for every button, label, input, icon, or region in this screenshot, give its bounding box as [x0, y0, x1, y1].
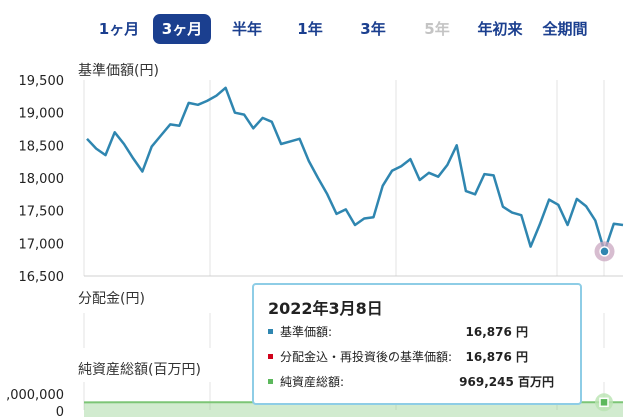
price-y-tick-label: 19,500	[19, 74, 65, 89]
tab-1-year[interactable]: 1年	[297, 20, 323, 38]
period-tabs: 1ヶ月 3ヶ月 半年 1年 3年 5年 年初来 全期間	[0, 14, 640, 44]
assets-highlight-point	[599, 397, 609, 408]
tab-3-years[interactable]: 3年	[360, 20, 386, 38]
dividend-chart-title: 分配金(円)	[78, 291, 145, 307]
price-chart-title: 基準価額(円)	[78, 63, 159, 79]
tab-year-to-date[interactable]: 年初来	[477, 20, 523, 38]
tooltip-value: 969,245 百万円	[459, 375, 554, 389]
tab-3-months[interactable]: 3ヶ月	[153, 14, 211, 44]
assets-legend-dot	[268, 379, 273, 384]
tab-all-time[interactable]: 全期間	[542, 20, 588, 38]
data-tooltip: 2022年3月8日 基準価額: 16,876 円 分配金込・再投資後の基準価額:…	[252, 283, 582, 405]
assets-chart-title: 純資産総額(百万円)	[78, 362, 201, 378]
assets-y-axis: ,000,000 0	[6, 388, 64, 417]
tooltip-label: 純資産総額:	[280, 375, 345, 389]
price-y-tick-label: 17,500	[19, 205, 65, 220]
tooltip-date: 2022年3月8日	[268, 299, 383, 318]
price-legend-dot	[268, 329, 273, 334]
tab-1-month[interactable]: 1ヶ月	[98, 20, 140, 38]
price-grid	[83, 80, 623, 277]
tooltip-value: 16,876 円	[465, 325, 529, 339]
price-series-line	[86, 86, 624, 253]
price-y-tick-label: 17,000	[19, 237, 65, 252]
price-y-tick-label: 16,500	[19, 270, 65, 285]
tooltip-label: 基準価額:	[280, 325, 333, 339]
price-y-tick-label: 19,000	[19, 107, 65, 122]
tooltip-row-price: 基準価額: 16,876 円	[268, 323, 568, 341]
tooltip-row-dividend-reinvested: 分配金込・再投資後の基準価額: 16,876 円	[268, 348, 568, 366]
assets-y-tick-label: 0	[56, 405, 64, 417]
tooltip-value: 16,876 円	[465, 350, 529, 364]
price-y-axis: 19,500 19,000 18,500 18,000 17,500 17,000 16,5…	[19, 74, 65, 285]
tooltip-row-net-assets: 純資産総額: 969,245 百万円	[268, 373, 568, 391]
assets-series-area	[84, 402, 623, 417]
price-y-tick-label: 18,500	[19, 139, 65, 154]
price-highlight-point	[599, 246, 610, 257]
dividend-legend-dot	[268, 354, 273, 359]
tab-5-years: 5年	[424, 20, 450, 38]
tab-half-year[interactable]: 半年	[231, 20, 262, 38]
assets-y-tick-label: ,000,000	[6, 388, 64, 403]
price-y-tick-label: 18,000	[19, 172, 65, 187]
tooltip-label: 分配金込・再投資後の基準価額:	[280, 350, 453, 364]
